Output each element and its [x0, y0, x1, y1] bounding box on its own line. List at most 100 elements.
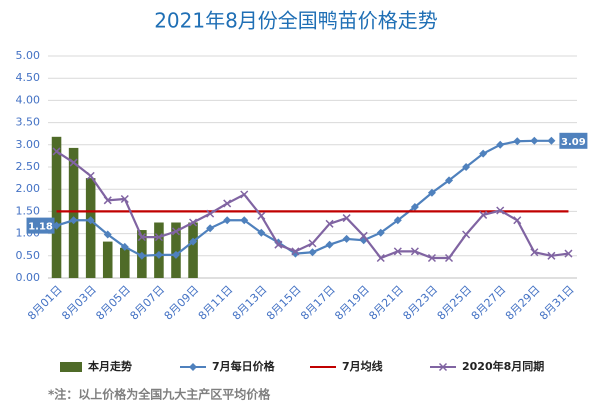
point — [189, 218, 198, 227]
bar — [51, 136, 62, 278]
point — [496, 140, 505, 149]
point — [479, 210, 488, 219]
point — [171, 227, 181, 236]
point — [359, 231, 368, 240]
y-tick-label: 0.00 — [16, 271, 41, 284]
x-tick-label: 8月31日 — [537, 283, 577, 323]
point — [410, 247, 419, 256]
x-tick-label: 8月09日 — [162, 283, 202, 323]
point — [376, 228, 385, 237]
point — [154, 233, 163, 242]
point — [137, 251, 146, 260]
point — [427, 253, 436, 263]
x-tick-label: 8月07日 — [128, 283, 168, 323]
x-tick-label: 8月13日 — [230, 283, 270, 323]
point — [274, 240, 283, 249]
legend-marker — [438, 362, 448, 372]
bar — [120, 247, 130, 278]
point — [240, 190, 249, 199]
x-tick-label: 8月25日 — [435, 283, 475, 323]
x-tick-label: 8月29日 — [503, 283, 543, 323]
data-label-box: 1.18 — [26, 217, 55, 234]
point — [530, 136, 539, 145]
line — [56, 139, 552, 257]
point — [206, 209, 215, 218]
point — [206, 224, 215, 233]
y-tick-label: 4.00 — [16, 93, 41, 106]
x-tick-label: 8月17日 — [298, 283, 338, 323]
x-tick-label: 8月05日 — [93, 283, 133, 323]
y-tick-label: 3.00 — [16, 138, 41, 151]
y-tick-label: 1.50 — [16, 204, 41, 217]
point — [513, 216, 522, 225]
point — [308, 239, 317, 248]
x-tick-label: 8月03日 — [59, 283, 99, 323]
legend-label: 7月每日价格 — [212, 359, 276, 373]
point — [342, 214, 351, 223]
point — [257, 228, 266, 237]
point — [325, 240, 334, 249]
point — [69, 216, 78, 225]
data-label: 3.09 — [561, 137, 586, 148]
point — [137, 233, 146, 242]
point — [325, 219, 334, 228]
legend-label: 7月均线 — [342, 359, 383, 373]
point — [69, 158, 78, 167]
legend-swatch — [60, 362, 82, 372]
point — [240, 216, 249, 225]
y-tick-label: 3.50 — [16, 116, 41, 129]
x-tick-label: 8月01日 — [25, 283, 65, 323]
y-tick-label: 0.50 — [16, 249, 41, 262]
point — [52, 147, 61, 156]
point — [223, 199, 232, 208]
bar — [154, 222, 164, 278]
bar — [85, 178, 96, 278]
point — [120, 242, 129, 251]
y-tick-label: 2.50 — [16, 160, 41, 173]
y-tick-label: 2.00 — [16, 182, 41, 195]
point — [291, 247, 300, 256]
data-label-bg — [26, 217, 55, 234]
data-label-box: 3.09 — [559, 132, 588, 149]
point — [86, 216, 95, 225]
legend-label: 2020年8月同期 — [462, 359, 544, 373]
point — [547, 251, 556, 260]
point — [103, 230, 112, 239]
x-tick-label: 8月19日 — [332, 283, 372, 323]
point — [513, 137, 522, 146]
point — [462, 230, 471, 239]
point — [103, 196, 112, 205]
point — [564, 249, 573, 258]
point — [120, 194, 129, 203]
point — [445, 176, 454, 185]
point — [462, 163, 471, 171]
footnote: *注：以上价格为全国九大主产区平均价格 — [48, 387, 271, 402]
point — [496, 206, 505, 215]
point — [427, 188, 436, 197]
point — [393, 247, 402, 256]
point — [410, 202, 419, 211]
point — [308, 248, 317, 257]
point — [393, 216, 402, 225]
bar — [171, 222, 181, 278]
point — [223, 216, 232, 225]
x-tick-label: 8月23日 — [401, 283, 441, 323]
point — [342, 234, 351, 243]
bar — [188, 222, 198, 278]
x-tick-label: 8月27日 — [469, 283, 509, 323]
x-tick-label: 8月11日 — [196, 283, 236, 323]
y-tick-label: 5.00 — [16, 49, 41, 62]
data-label: 1.18 — [28, 222, 53, 233]
data-label-bg — [559, 132, 588, 149]
x-tick-label: 8月21日 — [366, 283, 406, 323]
chart-title: 2021年8月份全国鸭苗价格走势 — [154, 9, 438, 33]
point — [479, 149, 488, 158]
point — [547, 136, 556, 145]
point — [530, 248, 539, 257]
bar — [68, 147, 79, 278]
y-tick-label: 4.50 — [16, 71, 41, 84]
bar — [102, 241, 113, 278]
point — [171, 250, 180, 259]
legend-marker — [189, 363, 197, 371]
